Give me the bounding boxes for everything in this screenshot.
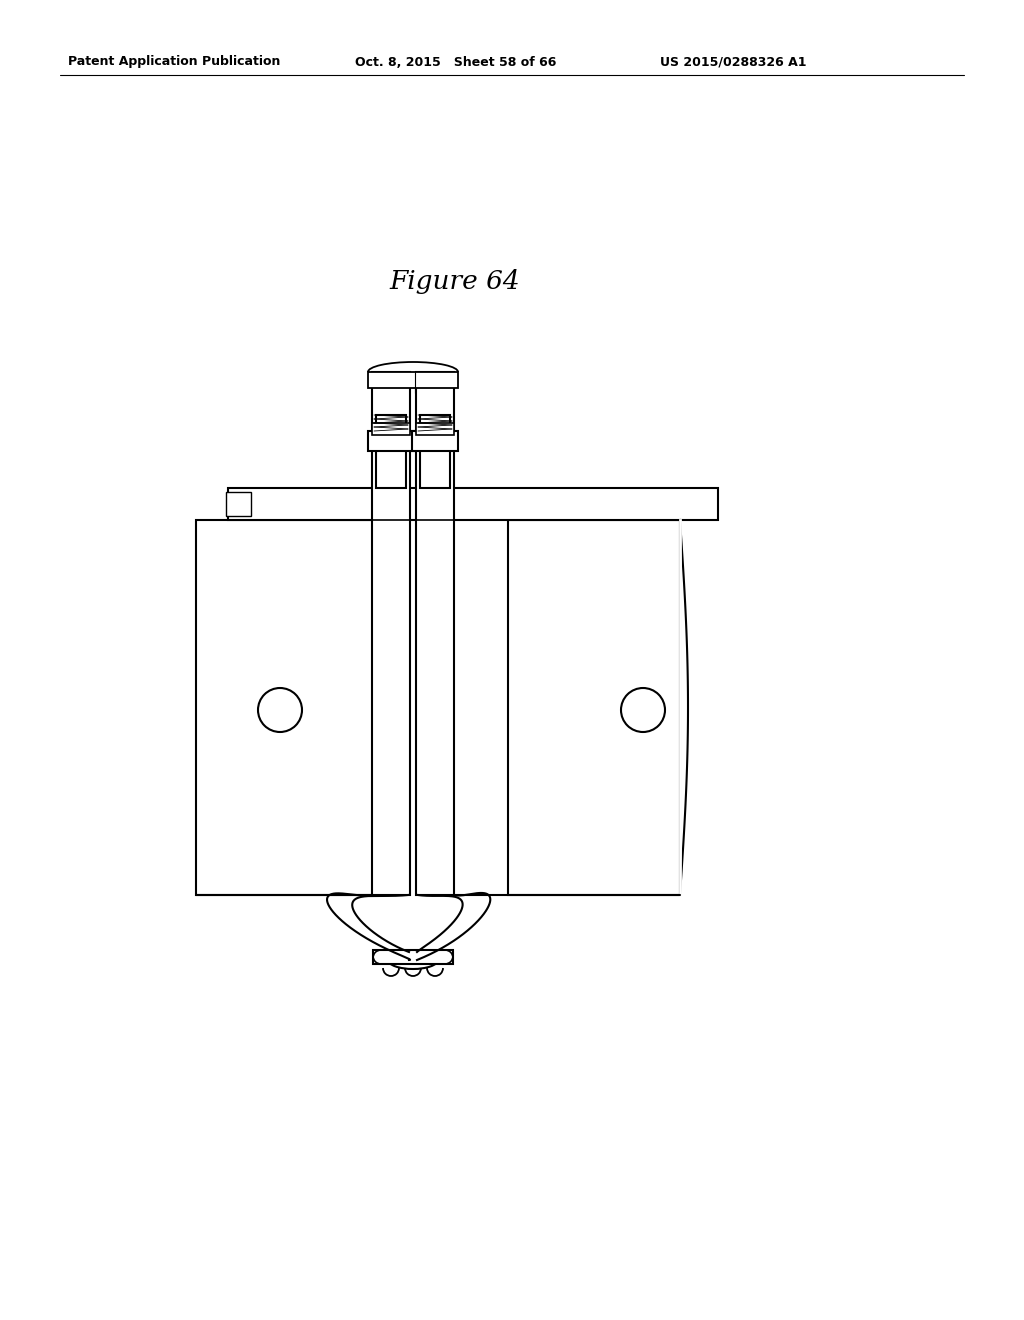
Bar xyxy=(368,372,458,388)
Bar xyxy=(376,414,406,488)
Bar xyxy=(196,520,378,895)
Bar xyxy=(372,422,410,436)
Bar xyxy=(420,414,450,488)
Text: Oct. 8, 2015   Sheet 58 of 66: Oct. 8, 2015 Sheet 58 of 66 xyxy=(355,55,556,69)
Bar xyxy=(416,422,454,436)
Text: Figure 64: Figure 64 xyxy=(390,269,520,294)
Bar xyxy=(412,432,458,451)
Circle shape xyxy=(258,688,302,733)
Text: Patent Application Publication: Patent Application Publication xyxy=(68,55,281,69)
Circle shape xyxy=(621,688,665,733)
Bar xyxy=(228,488,718,520)
Bar xyxy=(508,520,680,895)
Bar xyxy=(373,950,453,964)
Bar xyxy=(416,372,454,895)
Bar xyxy=(368,432,414,451)
Bar xyxy=(226,492,251,516)
Bar xyxy=(372,372,410,895)
Text: US 2015/0288326 A1: US 2015/0288326 A1 xyxy=(660,55,807,69)
